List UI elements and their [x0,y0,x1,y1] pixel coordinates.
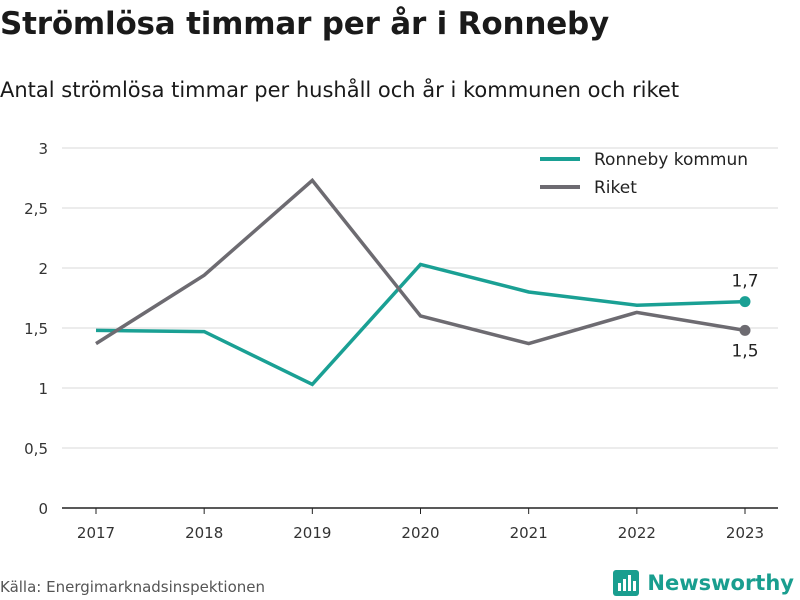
x-tick-label: 2020 [401,524,439,542]
y-tick-label: 1 [38,380,48,398]
x-tick-label: 2022 [618,524,656,542]
end-value-label-riket: 1,5 [731,341,758,361]
source-note: Källa: Energimarknadsinspektionen [0,578,266,596]
chart-title: Strömlösa timmar per år i Ronneby [0,6,610,42]
x-tick-label: 2017 [77,524,115,542]
legend-label: Riket [594,178,637,198]
series-line-ronneby-kommun [95,262,746,387]
brand-label: Newsworthy [647,571,794,595]
y-tick-label: 0 [38,500,48,518]
newsworthy-logo-icon [613,570,640,596]
chart-subtitle: Antal strömlösa timmar per hushåll och å… [0,78,680,102]
brand-logo: Newsworthy [613,570,794,596]
y-tick-label: 1,5 [24,320,48,338]
y-tick-label: 0,5 [24,440,48,458]
x-tick-label: 2023 [726,524,764,542]
x-tick-label: 2018 [185,524,223,542]
series-end-point-ronneby-kommun [739,296,751,308]
x-tick-label: 2019 [293,524,331,542]
series-line-riket [95,177,746,346]
end-value-label-ronneby-kommun: 1,7 [731,272,758,292]
y-tick-label: 3 [38,140,48,158]
series-end-point-riket [739,324,751,336]
y-tick-label: 2,5 [24,200,48,218]
legend-label: Ronneby kommun [594,150,748,170]
y-tick-label: 2 [38,260,48,278]
x-tick-label: 2021 [510,524,548,542]
